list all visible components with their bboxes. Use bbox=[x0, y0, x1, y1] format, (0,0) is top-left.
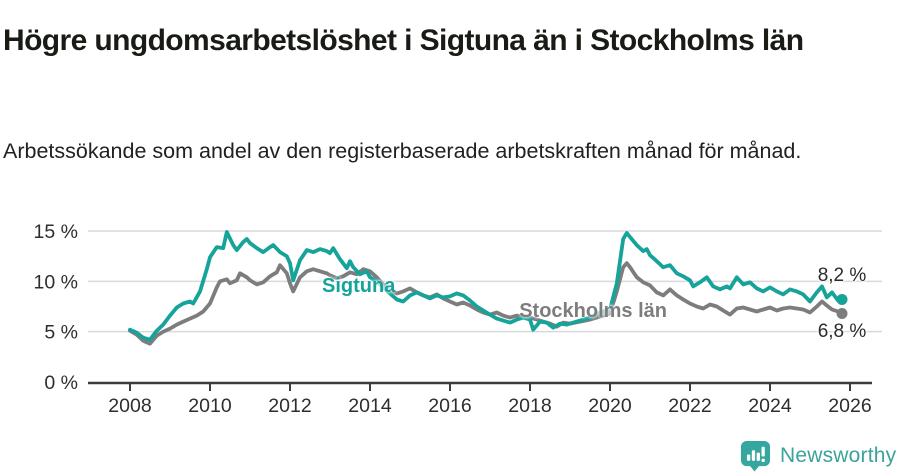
end-value-label-sigtuna: 8,2 % bbox=[817, 265, 867, 287]
x-tick-label: 2012 bbox=[268, 395, 311, 417]
y-tick-label: 10 % bbox=[34, 271, 78, 293]
y-tick-label: 15 % bbox=[34, 221, 78, 243]
series-end-dot bbox=[836, 308, 848, 320]
x-tick-label: 2026 bbox=[828, 395, 871, 417]
x-tick-label: 2022 bbox=[668, 395, 711, 417]
series-end-dot bbox=[836, 293, 848, 305]
page-title: Högre ungdomsarbetslöshet i Sigtuna än i… bbox=[3, 24, 804, 58]
x-tick-label: 2010 bbox=[188, 395, 232, 417]
x-tick-label: 2020 bbox=[588, 395, 632, 417]
chart-subtitle: Arbetssökande som andel av den registerb… bbox=[3, 138, 802, 163]
newsworthy-chart-bubble-icon bbox=[740, 440, 771, 472]
series-line bbox=[128, 261, 844, 346]
x-tick-label: 2018 bbox=[508, 395, 551, 417]
newsworthy-wordmark: Newsworthy bbox=[780, 444, 897, 467]
end-value-label-stockholms-lan: 6,8 % bbox=[817, 320, 867, 342]
y-tick-label: 0 % bbox=[44, 372, 78, 394]
x-tick-label: 2016 bbox=[428, 395, 471, 417]
y-tick-label: 5 % bbox=[44, 322, 78, 344]
series-label-stockholms-lan: Stockholms län bbox=[519, 300, 667, 323]
series-line bbox=[128, 230, 844, 342]
newsworthy-logo[interactable]: Newsworthy bbox=[740, 440, 896, 472]
x-tick-label: 2008 bbox=[108, 395, 151, 417]
x-tick-label: 2024 bbox=[748, 395, 792, 417]
x-tick-label: 2014 bbox=[348, 395, 392, 417]
series-label-sigtuna: Sigtuna bbox=[322, 275, 396, 298]
